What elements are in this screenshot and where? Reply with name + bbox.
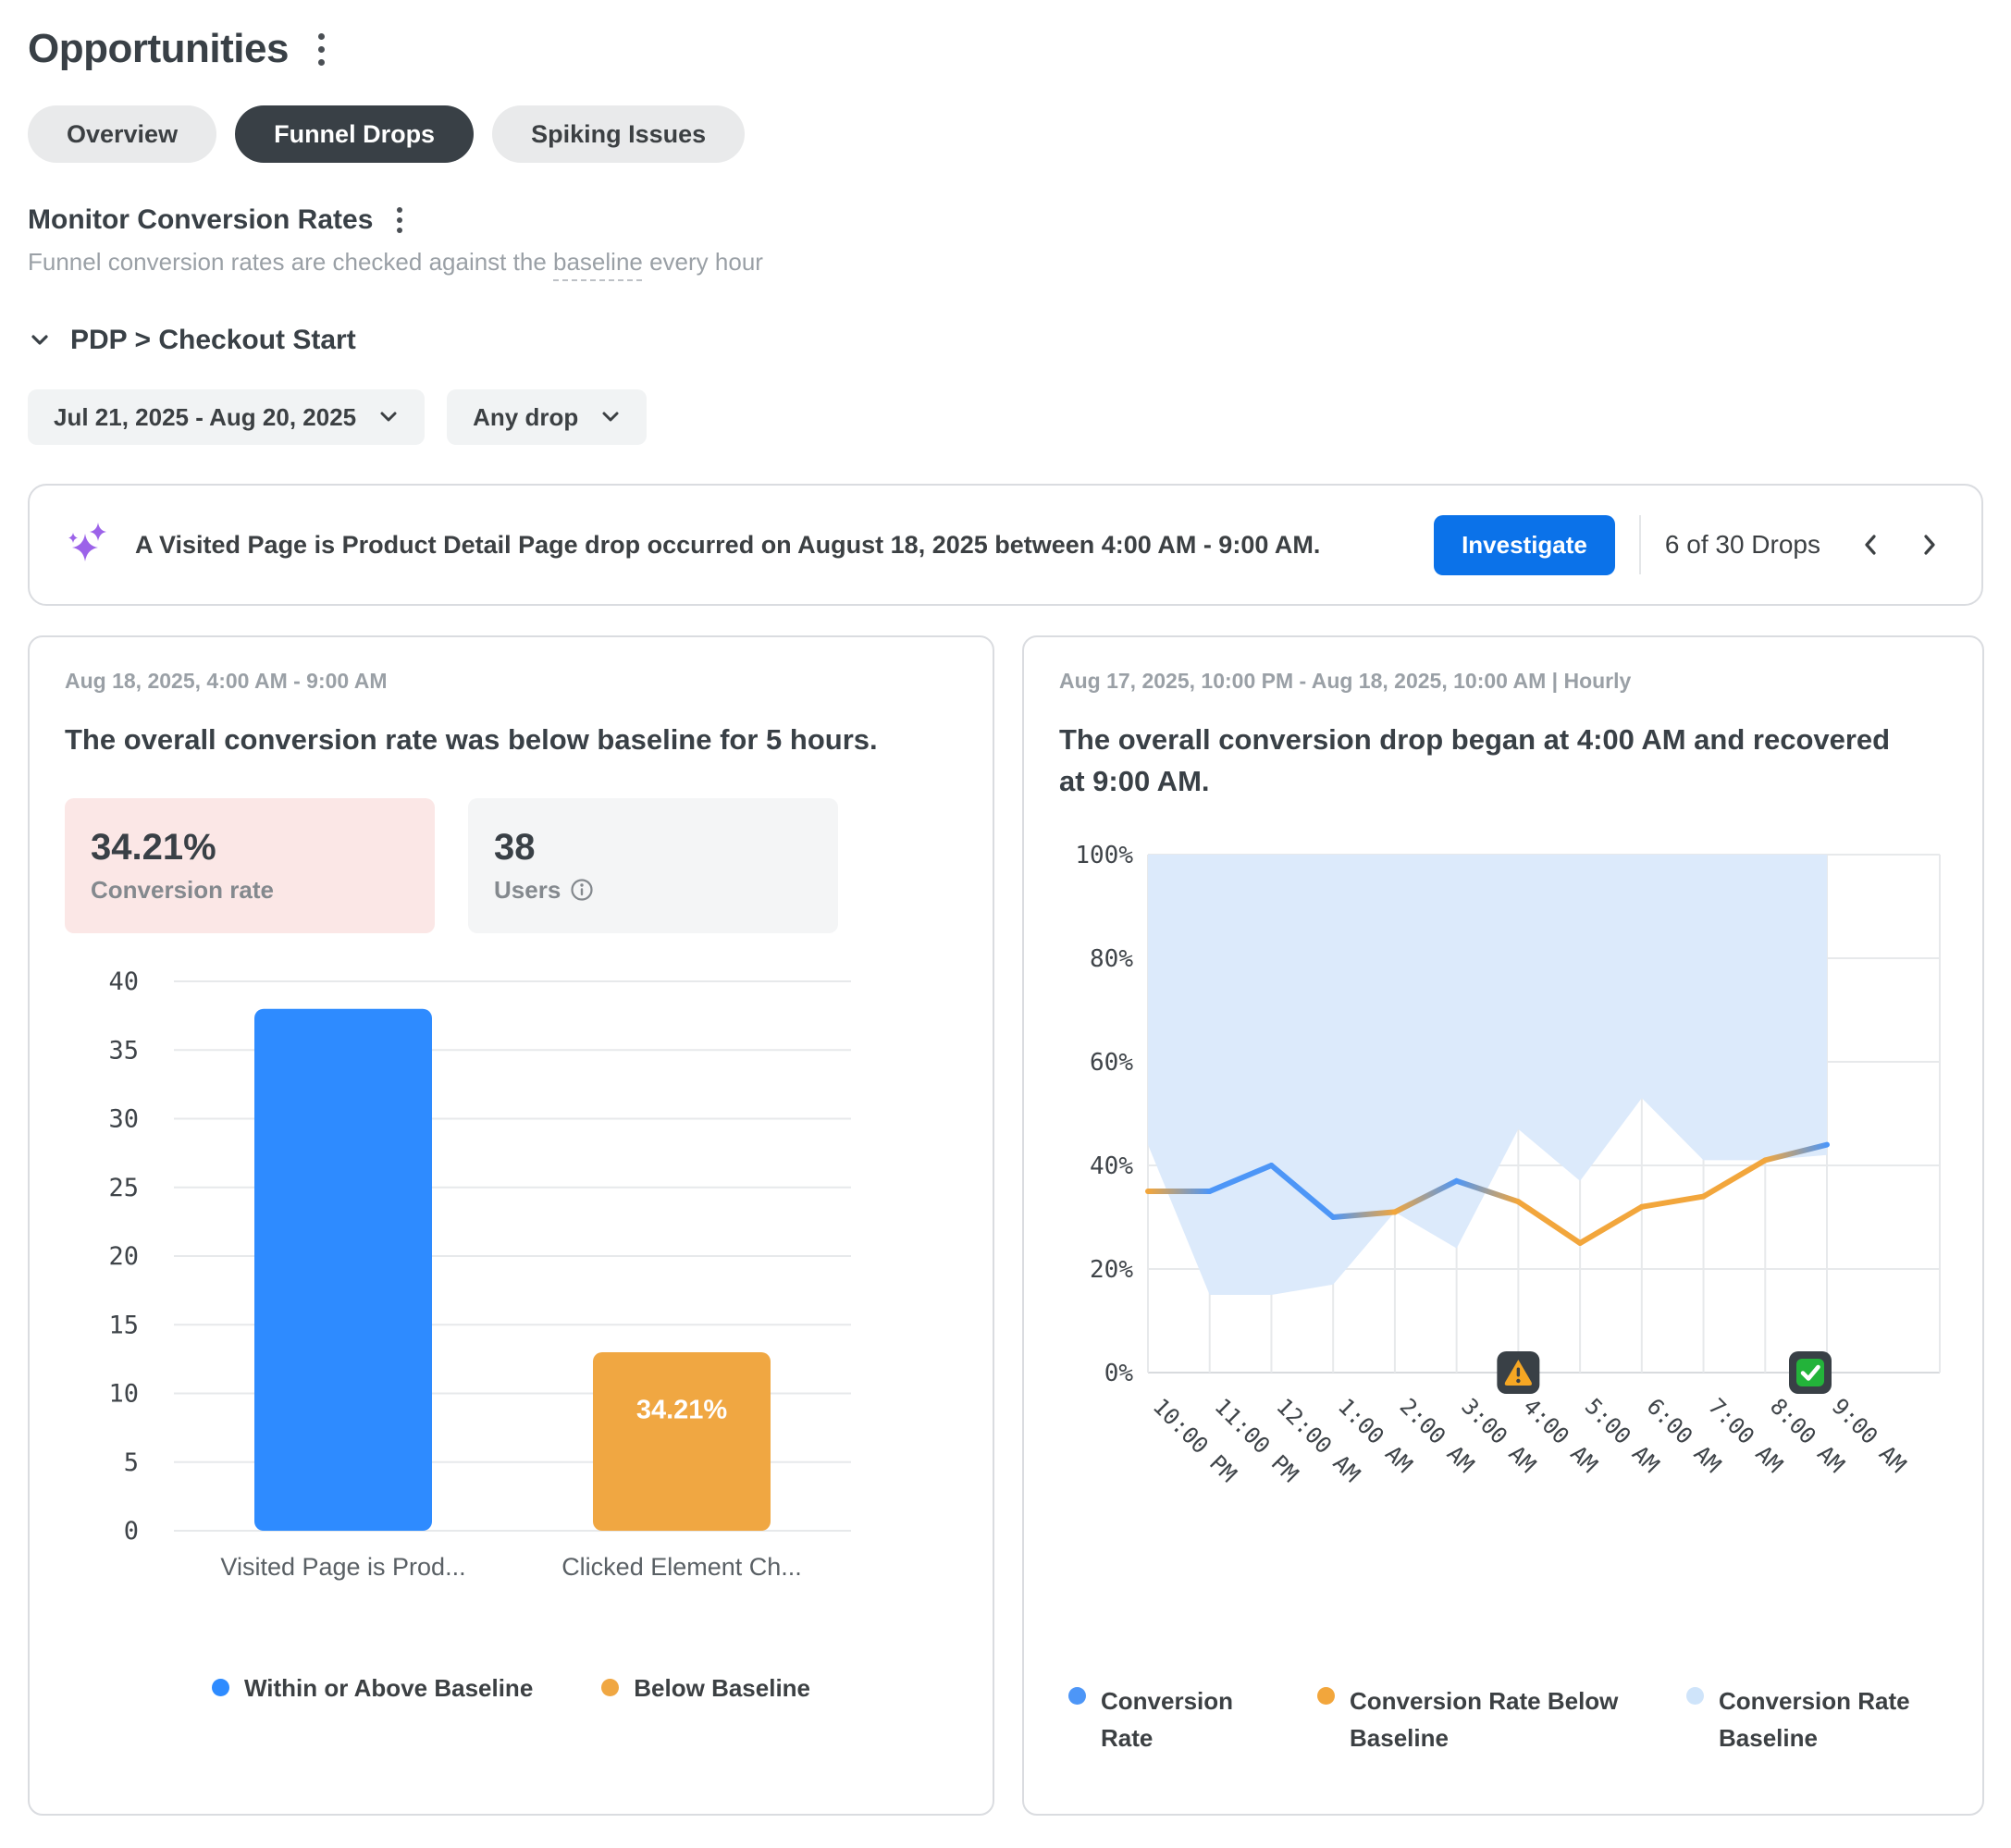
users-stat: 38 Users — [468, 797, 838, 933]
svg-text:15: 15 — [108, 1311, 139, 1339]
legend-item[interactable]: Below Baseline — [601, 1674, 810, 1703]
chevron-down-icon — [602, 412, 619, 422]
drop-start-warning-icon — [1497, 1350, 1540, 1394]
users-value: 38 — [494, 826, 536, 868]
legend-dot — [1686, 1686, 1704, 1705]
monitor-menu-kebab-icon[interactable] — [391, 202, 408, 239]
legend-label: Below Baseline — [634, 1673, 811, 1702]
tab-bar: Overview Funnel Drops Spiking Issues — [28, 105, 1983, 163]
svg-text:20: 20 — [108, 1242, 139, 1271]
svg-text:60%: 60% — [1090, 1049, 1133, 1077]
recovered-check-icon — [1789, 1350, 1832, 1394]
subtitle-prefix: Funnel conversion rates are checked agai… — [28, 248, 554, 276]
conversion-rate-stat: 34.21% Conversion rate — [65, 797, 435, 933]
baseline-term[interactable]: baseline — [553, 248, 643, 276]
svg-text:40%: 40% — [1090, 1152, 1133, 1180]
date-range-value: Jul 21, 2025 - Aug 20, 2025 — [54, 402, 357, 431]
legend-label: Conversion Rate Below Baseline — [1350, 1686, 1619, 1753]
drop-type-value: Any drop — [473, 402, 579, 431]
legend-item[interactable]: Conversion Rate Below Baseline — [1317, 1682, 1627, 1757]
svg-text:25: 25 — [108, 1174, 139, 1202]
svg-text:34.21%: 34.21% — [636, 1395, 728, 1424]
tab-overview[interactable]: Overview — [28, 105, 217, 163]
subtitle-suffix: every hour — [642, 248, 763, 276]
legend-label: Conversion Rate Baseline — [1719, 1686, 1910, 1753]
banner-divider — [1638, 515, 1641, 574]
svg-text:0: 0 — [124, 1517, 139, 1546]
svg-text:100%: 100% — [1075, 842, 1133, 869]
drop-timeline-date-range: Aug 17, 2025, 10:00 PM - Aug 18, 2025, 1… — [1059, 669, 1632, 693]
svg-text:10: 10 — [108, 1379, 139, 1408]
svg-text:Visited Page is Prod...: Visited Page is Prod... — [220, 1553, 465, 1581]
next-drop-icon[interactable] — [1920, 532, 1939, 558]
legend-label: Conversion Rate — [1101, 1686, 1234, 1753]
users-label: Users — [494, 875, 561, 904]
svg-text:80%: 80% — [1090, 945, 1133, 973]
page-header: Opportunities — [28, 26, 1983, 72]
svg-text:40: 40 — [108, 967, 139, 996]
legend-item[interactable]: Conversion Rate — [1068, 1682, 1258, 1757]
legend-item[interactable]: Within or Above Baseline — [211, 1673, 534, 1703]
svg-text:20%: 20% — [1090, 1256, 1133, 1284]
drop-type-dropdown[interactable]: Any drop — [447, 389, 648, 445]
page-menu-kebab-icon[interactable] — [313, 28, 330, 71]
funnel-collapse-header[interactable]: PDP > Checkout Start — [28, 325, 1983, 356]
line-chart-legend: Conversion Rate Conversion Rate Below Bas… — [1068, 1682, 1947, 1757]
tab-funnel-drops[interactable]: Funnel Drops — [235, 105, 475, 163]
drop-summary-date-range: Aug 18, 2025, 4:00 AM - 9:00 AM — [65, 669, 388, 693]
funnel-name: PDP > Checkout Start — [70, 325, 356, 355]
drops-pagination-count: 6 of 30 Drops — [1664, 530, 1820, 559]
chevron-down-icon — [380, 412, 397, 422]
bar-chart-legend: Within or Above Baseline Below Baseline — [65, 1674, 957, 1703]
baseline-bar-chart: 0 5 10 15 20 25 30 35 40 Visited Page is Prod... 3… — [108, 967, 851, 1581]
legend-dot — [1317, 1686, 1335, 1705]
info-icon[interactable] — [570, 878, 594, 902]
conversion-rate-label: Conversion rate — [91, 875, 274, 904]
svg-text:0%: 0% — [1104, 1360, 1134, 1387]
svg-text:5: 5 — [124, 1448, 139, 1477]
drop-insight-banner: A Visited Page is Product Detail Page dr… — [28, 484, 1983, 606]
legend-item[interactable]: Conversion Rate Baseline — [1686, 1682, 1941, 1757]
drop-timeline-heading: The overall conversion drop began at 4:0… — [1059, 723, 1891, 797]
legend-dot — [211, 1678, 229, 1696]
svg-text:30: 30 — [108, 1104, 139, 1133]
svg-text:35: 35 — [108, 1036, 139, 1065]
date-range-dropdown[interactable]: Jul 21, 2025 - Aug 20, 2025 — [28, 389, 426, 445]
monitor-section-title: Monitor Conversion Rates — [28, 204, 374, 235]
drop-timeline-card: Aug 17, 2025, 10:00 PM - Aug 18, 2025, 1… — [1022, 635, 1984, 1816]
monitor-subtitle: Funnel conversion rates are checked agai… — [28, 248, 1983, 277]
page-title: Opportunities — [28, 26, 289, 71]
legend-dot — [601, 1678, 620, 1696]
chevron-down-icon — [31, 335, 48, 345]
ai-sparkle-icon — [68, 523, 106, 561]
conversion-rate-value: 34.21% — [91, 826, 216, 868]
drop-summary-heading: The overall conversion rate was below ba… — [65, 723, 878, 756]
svg-text:Clicked Element Ch...: Clicked Element Ch... — [561, 1553, 802, 1581]
drop-summary-card: Aug 18, 2025, 4:00 AM - 9:00 AM The over… — [28, 635, 994, 1816]
previous-drop-icon[interactable] — [1861, 532, 1880, 558]
drop-insight-message: A Visited Page is Product Detail Page dr… — [135, 530, 1321, 559]
investigate-button[interactable]: Investigate — [1434, 514, 1615, 575]
legend-label: Within or Above Baseline — [243, 1673, 534, 1702]
tab-spiking-issues[interactable]: Spiking Issues — [492, 105, 746, 163]
legend-dot — [1068, 1686, 1086, 1705]
